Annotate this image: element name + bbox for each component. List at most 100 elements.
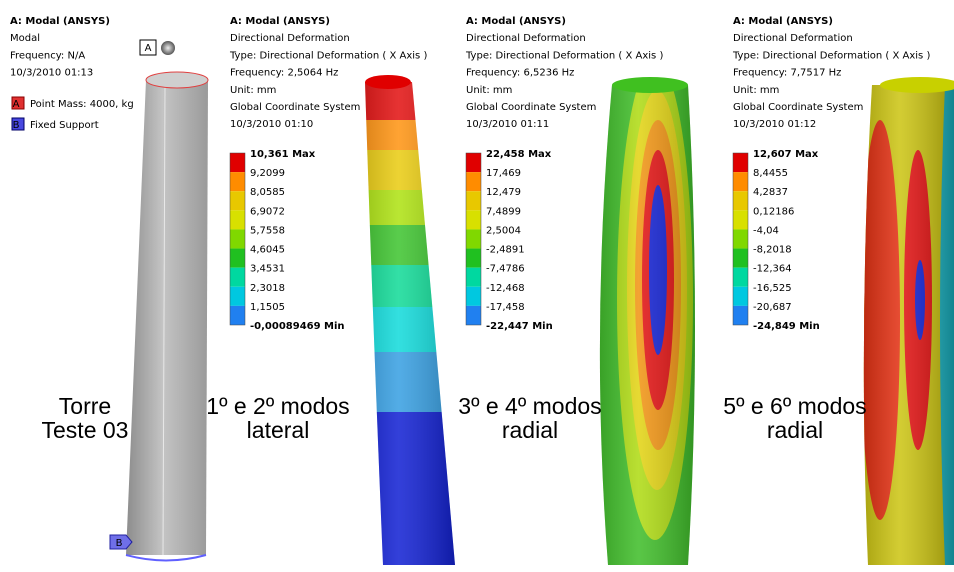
header-line: A: Modal (ANSYS) (733, 16, 833, 27)
legend-label: -4,04 (753, 225, 779, 236)
legend-swatch (733, 229, 748, 248)
tag-letter: A (13, 99, 20, 110)
legend-label: 1,1505 (250, 302, 285, 313)
legend-swatch (466, 229, 481, 248)
header-line: Type: Directional Deformation ( X Axis ) (229, 50, 427, 61)
legend-label: 17,469 (486, 168, 521, 179)
tag-label: Point Mass: 4000, kg (30, 99, 134, 110)
legend-label: -12,468 (486, 283, 525, 294)
legend-label: -8,2018 (753, 245, 792, 256)
legend-label: 12,479 (486, 187, 521, 198)
header-line: Global Coordinate System (466, 102, 596, 113)
header-line: Unit: mm (230, 85, 276, 96)
legend-label: -0,00089469 Min (250, 321, 345, 332)
header-line: Type: Directional Deformation ( X Axis ) (465, 50, 663, 61)
legend-swatch (733, 153, 748, 172)
legend-label: -20,687 (753, 302, 792, 313)
tag-label: Fixed Support (30, 120, 99, 131)
legend-swatch (466, 172, 481, 191)
legend-label: 5,7558 (250, 225, 285, 236)
legend-swatch (230, 268, 245, 287)
header-line: 10/3/2010 01:13 (10, 68, 93, 79)
caption: Teste 03 (42, 417, 129, 443)
caption: lateral (247, 417, 310, 443)
legend-swatch (733, 172, 748, 191)
legend-label: 8,0585 (250, 187, 285, 198)
legend-label: 10,361 Max (250, 149, 316, 160)
header-line: Type: Directional Deformation ( X Axis ) (732, 50, 930, 61)
model-tag: B (116, 538, 123, 549)
legend-label: -2,4891 (486, 245, 525, 256)
header-line: Global Coordinate System (230, 102, 360, 113)
header-line: Directional Deformation (733, 33, 853, 44)
header-line: 10/3/2010 01:12 (733, 119, 816, 130)
header-line: A: Modal (ANSYS) (466, 16, 566, 27)
header-line: Directional Deformation (466, 33, 586, 44)
legend-swatch (466, 210, 481, 229)
legend-swatch (466, 191, 481, 210)
legend-label: -16,525 (753, 283, 792, 294)
legend-swatch (733, 306, 748, 325)
legend-swatch (230, 229, 245, 248)
legend-label: -24,849 Min (753, 321, 820, 332)
header-line: 10/3/2010 01:10 (230, 119, 313, 130)
legend-label: -17,458 (486, 302, 525, 313)
legend-swatch (733, 287, 748, 306)
tower-mode-5 (850, 60, 954, 572)
header-line: Directional Deformation (230, 33, 350, 44)
legend-label: 0,12186 (753, 206, 794, 217)
legend-label: 7,4899 (486, 206, 521, 217)
legend-label: 8,4455 (753, 168, 788, 179)
header-line: A: Modal (ANSYS) (10, 16, 110, 27)
tag-letter: B (13, 120, 20, 131)
legend-label: 4,2837 (753, 187, 788, 198)
header-line: Global Coordinate System (733, 102, 863, 113)
legend-label: 2,5004 (486, 225, 521, 236)
legend-swatch (466, 268, 481, 287)
legend-label: 2,3018 (250, 283, 285, 294)
header-line: Frequency: N/A (10, 50, 85, 61)
caption: Torre (59, 393, 111, 419)
caption: 3º e 4º modos (458, 393, 601, 419)
legend-swatch (466, 153, 481, 172)
figure: A: Modal (ANSYS) Modal Frequency: N/A 10/3/… (0, 0, 954, 572)
caption: 5º e 6º modos (723, 393, 866, 419)
legend-swatch (230, 306, 245, 325)
legend-label: 4,6045 (250, 245, 285, 256)
legend-swatch (230, 153, 245, 172)
legend-swatch (230, 191, 245, 210)
header-line: Unit: mm (733, 85, 779, 96)
legend-label: 9,2099 (250, 168, 285, 179)
legend-swatch (733, 191, 748, 210)
caption: 1º e 2º modos (206, 393, 349, 419)
model-tag: A (145, 43, 152, 54)
header-line: 10/3/2010 01:11 (466, 119, 549, 130)
tower-top (365, 75, 411, 89)
legend-label: 12,607 Max (753, 149, 819, 160)
header-line: A: Modal (ANSYS) (230, 16, 330, 27)
tower-mode-3 (580, 60, 710, 572)
legend-label: 3,4531 (250, 264, 285, 275)
legend-label: -7,4786 (486, 264, 525, 275)
legend-swatch (230, 172, 245, 191)
header-line: Frequency: 2,5064 Hz (230, 68, 338, 79)
tower-model (12, 40, 208, 561)
tower-mode-1 (340, 60, 470, 572)
legend-label: -12,364 (753, 264, 792, 275)
legend-label: 22,458 Max (486, 149, 552, 160)
legend-swatch (733, 249, 748, 268)
legend-swatch (466, 306, 481, 325)
legend-swatch (466, 287, 481, 306)
caption: radial (767, 417, 823, 443)
header-line: Modal (10, 33, 40, 44)
tower-top (612, 77, 688, 93)
legend-label: -22,447 Min (486, 321, 553, 332)
legend-swatch (230, 210, 245, 229)
legend-swatch (230, 287, 245, 306)
legend-label: 6,9072 (250, 206, 285, 217)
legend-swatch (466, 249, 481, 268)
header-line: Unit: mm (466, 85, 512, 96)
legend-swatch (230, 249, 245, 268)
header-line: Frequency: 7,7517 Hz (733, 68, 841, 79)
legend-swatch (733, 210, 748, 229)
